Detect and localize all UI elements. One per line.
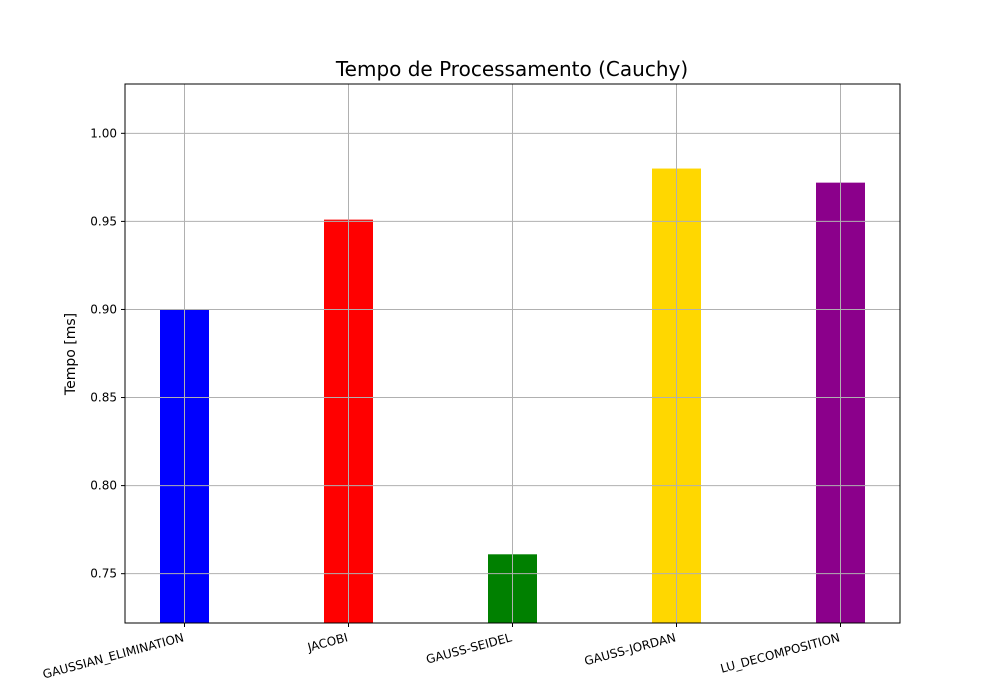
y-tick-label: 0.90 — [90, 302, 117, 316]
x-tick-label: GAUSSIAN_ELIMINATION — [41, 630, 185, 681]
chart-title: Tempo de Processamento (Cauchy) — [335, 57, 688, 81]
x-tick-label: JACOBI — [305, 630, 349, 654]
y-tick-label: 0.80 — [90, 479, 117, 493]
y-tick-label: 0.75 — [90, 567, 117, 581]
x-tick-label: GAUSS-SEIDEL — [425, 630, 514, 666]
bars — [160, 168, 865, 624]
y-tick-label: 0.85 — [90, 391, 117, 405]
grid-lines — [125, 84, 900, 623]
x-tick-label: GAUSS-JORDAN — [583, 630, 677, 668]
y-tick-label: 0.95 — [90, 214, 117, 228]
y-tick-label: 1.00 — [90, 126, 117, 140]
y-axis-label: Tempo [ms] — [63, 313, 79, 396]
x-tick-label: LU_DECOMPOSITION — [719, 630, 841, 675]
